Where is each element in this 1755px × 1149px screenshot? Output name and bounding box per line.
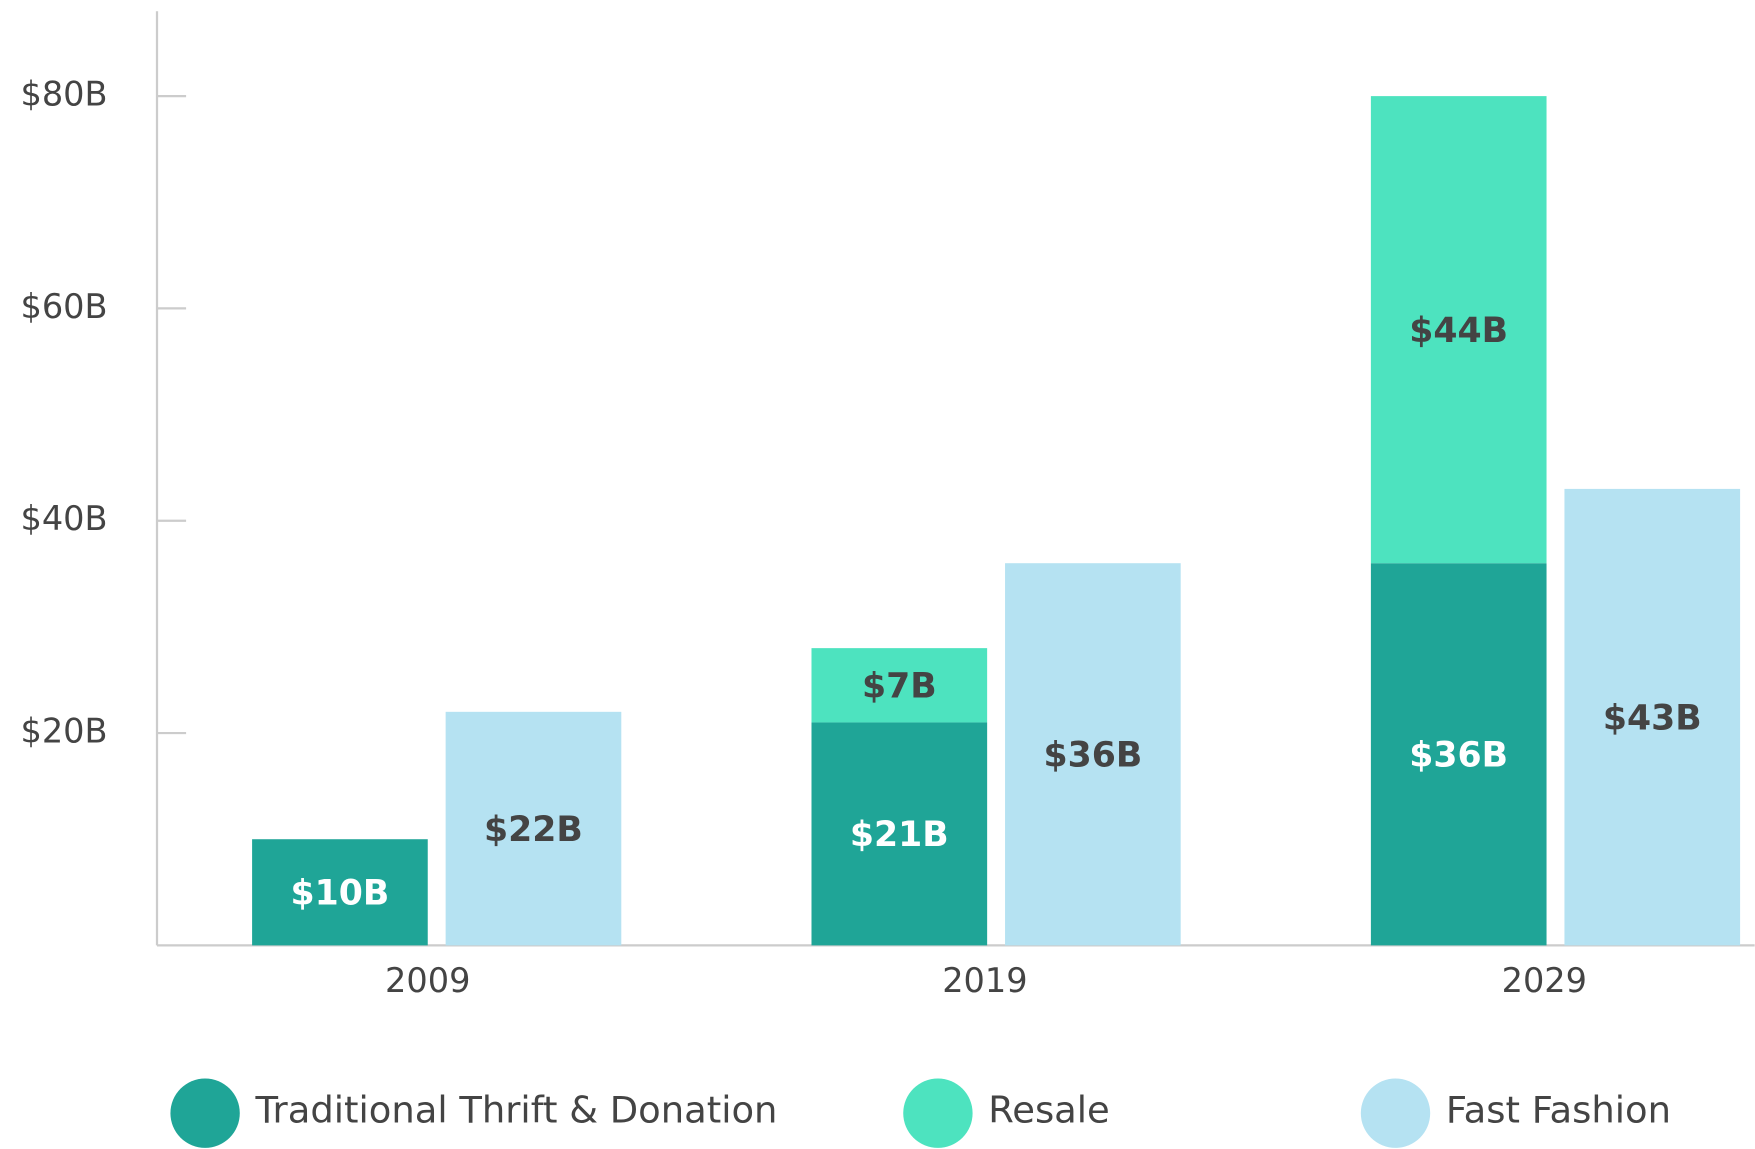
bar: [1564, 488, 1741, 946]
legend-swatch: [170, 1078, 240, 1148]
legend-swatch: [1360, 1078, 1431, 1148]
bar: [445, 711, 622, 946]
value-label: $36B: [1409, 736, 1508, 776]
legend-label: Traditional Thrift & Donation: [254, 1089, 777, 1132]
y-tick-label: $80B: [21, 75, 108, 114]
legend-swatch: [903, 1078, 973, 1148]
bar: [811, 648, 988, 723]
bar: [811, 722, 988, 946]
value-label: $21B: [850, 815, 949, 855]
y-tick-label: $60B: [21, 287, 108, 326]
y-tick-label: $20B: [21, 712, 108, 751]
value-label: $44B: [1409, 311, 1508, 351]
legend-label: Fast Fashion: [1446, 1089, 1671, 1132]
legend-label: Resale: [988, 1089, 1109, 1132]
value-label: $22B: [484, 810, 583, 850]
value-label: $7B: [862, 667, 937, 707]
value-label: $10B: [291, 874, 390, 914]
bar: [1370, 96, 1547, 564]
bar: [1005, 563, 1181, 946]
x-tick-label: 2019: [942, 961, 1027, 1000]
bar: [252, 839, 428, 946]
value-label: $43B: [1603, 698, 1702, 738]
x-tick-label: 2029: [1502, 961, 1587, 1000]
bar: [1370, 563, 1547, 946]
x-tick-label: 2009: [385, 961, 470, 1000]
value-label: $36B: [1043, 736, 1142, 776]
y-tick-label: $40B: [21, 499, 108, 538]
